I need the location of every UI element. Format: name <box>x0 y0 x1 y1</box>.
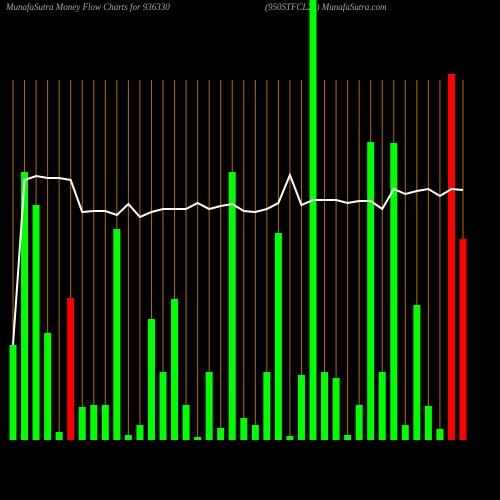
bar <box>205 372 213 440</box>
bar <box>251 425 259 440</box>
bar <box>228 172 236 440</box>
bar <box>355 405 363 440</box>
bar <box>90 405 98 440</box>
bar <box>413 305 421 440</box>
bar <box>344 435 352 440</box>
bar <box>67 298 75 440</box>
bar <box>378 372 386 440</box>
bar <box>309 0 317 440</box>
bar <box>332 378 340 440</box>
bar <box>297 375 305 440</box>
chart-subtitle: (950STFCL29) MunafaSutra.com <box>265 2 387 12</box>
bar <box>263 372 271 440</box>
bar <box>286 436 294 440</box>
bar <box>401 425 409 440</box>
bar <box>136 425 144 440</box>
bar <box>217 428 225 440</box>
bar <box>436 429 444 440</box>
bar <box>367 142 375 440</box>
bar <box>124 435 132 440</box>
bar <box>113 229 121 440</box>
bar <box>55 432 63 440</box>
bar <box>32 205 40 440</box>
bar <box>321 372 329 440</box>
bar <box>9 345 17 440</box>
chart-title: MunafaSutra Money Flow Charts for 936330 <box>5 2 170 12</box>
bar <box>447 74 455 440</box>
bar <box>44 333 52 440</box>
bar <box>459 239 467 440</box>
money-flow-line <box>12 172 464 346</box>
bar <box>147 319 155 440</box>
bar <box>194 437 202 440</box>
bar <box>390 143 398 440</box>
bar <box>101 405 109 440</box>
bar <box>78 407 86 440</box>
bar <box>274 233 282 440</box>
bar <box>424 406 432 440</box>
bar <box>240 418 248 440</box>
bar <box>182 405 190 440</box>
bar <box>21 172 29 440</box>
bar <box>159 372 167 440</box>
bar <box>171 299 179 440</box>
